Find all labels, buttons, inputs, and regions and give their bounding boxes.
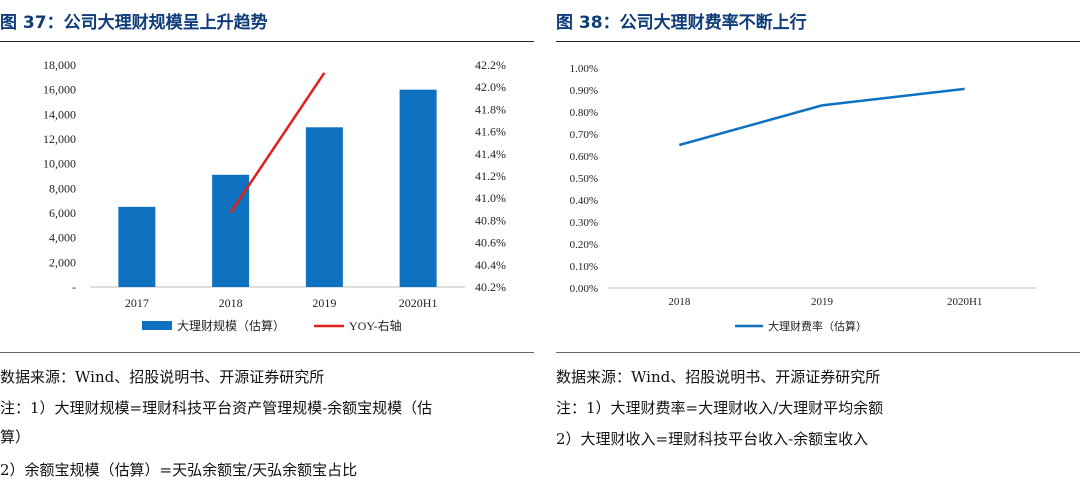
- right-source: 数据来源：Wind、招股说明书、开源证券研究所: [556, 368, 881, 386]
- right-note-2: 2）大理财收入=理财科技平台收入-余额宝收入: [556, 430, 869, 448]
- left-y-tick-label: 6,000: [49, 206, 76, 220]
- left-y-tick-label: 12,000: [43, 132, 76, 146]
- right-y-tick-label: 41.8%: [475, 102, 506, 116]
- right-chart: 0.00% 0.10% 0.20% 0.30% 0.40% 0.50% 0.60% 0.70%…: [570, 63, 1036, 333]
- x-tick-label: 2019: [811, 296, 834, 308]
- right-y-tick-label: 40.8%: [475, 213, 506, 227]
- right-chart-bottom-rule: [556, 352, 1080, 353]
- bar: [118, 206, 156, 287]
- right-chart-title: 图 38：公司大理财费率不断上行: [556, 13, 807, 33]
- right-panel: 图 38：公司大理财费率不断上行 0.00% 0.10% 0.20% 0.30% 0.4…: [556, 0, 1080, 499]
- left-y-tick-label: 8,000: [49, 181, 76, 195]
- x-tick-label: 2020H1: [947, 296, 982, 308]
- right-y-tick-label: 41.0%: [475, 191, 506, 205]
- y-tick-label: 0.10%: [570, 261, 598, 273]
- left-note-1: 注：1）大理财规模=理财科技平台资产管理规模-余额宝规模（估: [0, 399, 433, 417]
- x-tick-label: 2020H1: [399, 296, 438, 310]
- legend-label-line: YOY-右轴: [349, 318, 402, 333]
- left-y-tick-label: 16,000: [43, 83, 76, 97]
- x-tick-label: 2019: [312, 296, 336, 310]
- bar: [305, 127, 343, 288]
- fee-rate-line: [678, 87, 965, 147]
- right-y-tick-label: 41.2%: [475, 169, 506, 183]
- left-y-tick-label: 18,000: [43, 58, 76, 72]
- right-y-tick-label: 41.6%: [475, 125, 506, 139]
- legend-label-bar: 大理财规模（估算）: [177, 318, 285, 333]
- left-y-tick-label: 10,000: [43, 157, 76, 171]
- legend-label: 大理财费率（估算）: [768, 319, 867, 333]
- left-source: 数据来源：Wind、招股说明书、开源证券研究所: [0, 368, 325, 386]
- x-tick-label: 2018: [219, 296, 243, 310]
- left-note-2: 2）余额宝规模（估算）=天弘余额宝/天弘余额宝占比: [0, 461, 358, 479]
- right-y-tick-label: 40.2%: [475, 280, 506, 294]
- x-tick-label: 2018: [668, 296, 691, 308]
- y-tick-label: 0.00%: [570, 283, 598, 295]
- y-tick-label: 0.90%: [570, 85, 598, 97]
- left-y-tick-label: 2,000: [49, 255, 76, 269]
- legend-swatch-bar: [142, 321, 172, 330]
- y-tick-label: 0.40%: [570, 195, 598, 207]
- y-tick-label: 0.50%: [570, 173, 598, 185]
- y-tick-label: 1.00%: [570, 63, 598, 75]
- right-y-tick-label: 41.4%: [475, 147, 506, 161]
- left-chart-bottom-rule: [0, 352, 534, 353]
- bar: [399, 89, 437, 288]
- right-y-tick-label: 40.4%: [475, 258, 506, 272]
- y-tick-label: 0.30%: [570, 217, 598, 229]
- left-y-tick-label: -: [72, 280, 76, 294]
- right-note-1: 注：1）大理财费率=大理财收入/大理财平均余额: [556, 399, 884, 417]
- left-title-rule: [0, 41, 534, 42]
- yoy-line: [229, 72, 326, 214]
- right-y-tick-label: 42.0%: [475, 80, 506, 94]
- left-y-tick-label: 4,000: [49, 231, 76, 245]
- right-y-tick-label: 42.2%: [475, 58, 506, 72]
- left-note-1-cont: 算）: [0, 428, 31, 446]
- x-tick-label: 2017: [125, 296, 149, 310]
- right-title-rule: [556, 41, 1080, 42]
- y-tick-label: 0.20%: [570, 239, 598, 251]
- left-chart: - 2,000 4,000 6,000 8,000 10,000 12,000 14,000 1…: [43, 58, 506, 333]
- y-tick-label: 0.80%: [570, 107, 598, 119]
- y-tick-label: 0.70%: [570, 129, 598, 141]
- right-y-tick-label: 40.6%: [475, 236, 506, 250]
- left-y-tick-label: 14,000: [43, 107, 76, 121]
- y-tick-label: 0.60%: [570, 151, 598, 163]
- left-panel: 图 37：公司大理财规模呈上升趋势 - 2,000 4,000 6,000 8,000 1…: [0, 0, 534, 499]
- left-chart-title: 图 37：公司大理财规模呈上升趋势: [0, 13, 268, 33]
